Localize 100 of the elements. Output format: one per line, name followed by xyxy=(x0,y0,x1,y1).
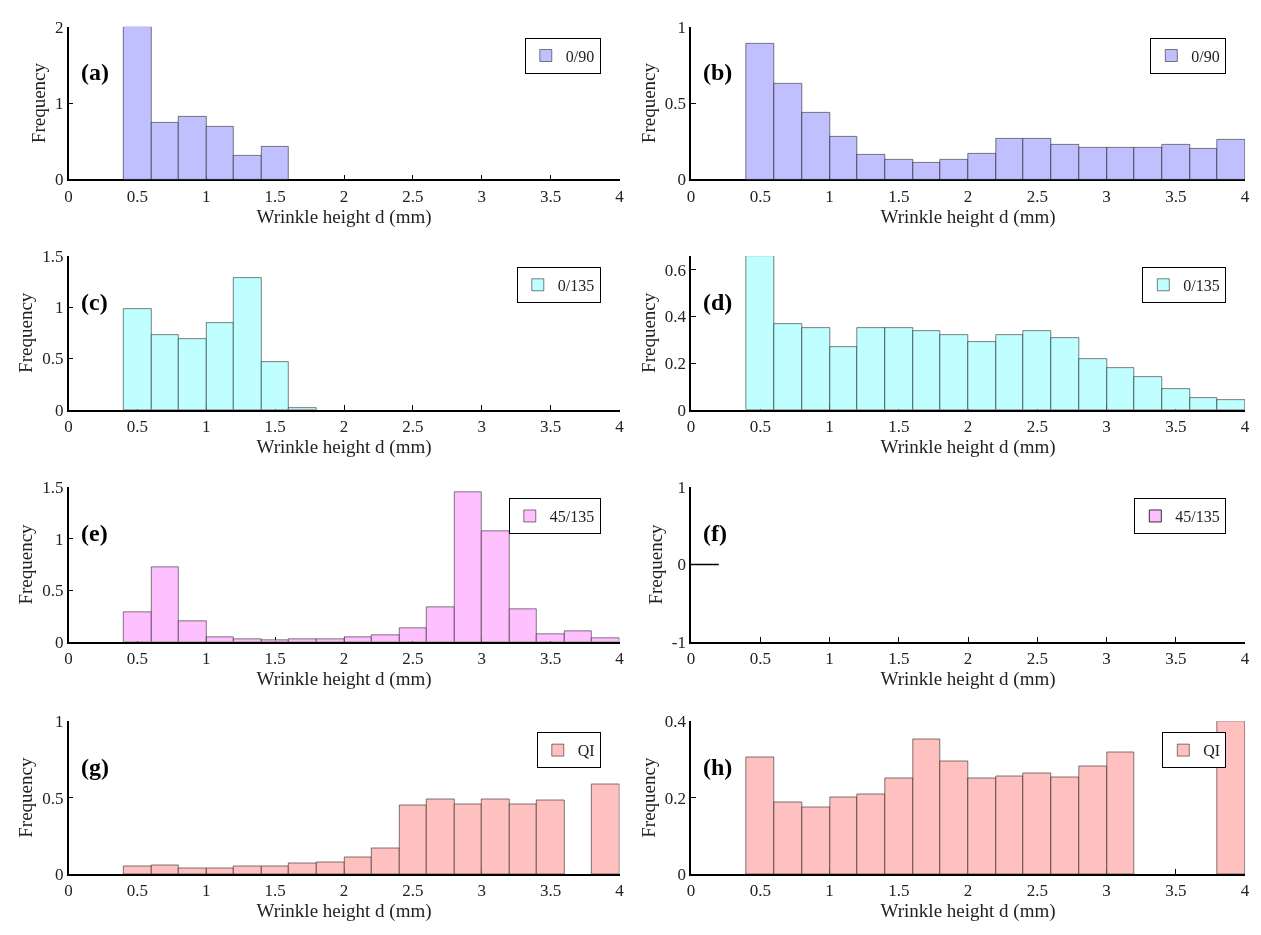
y-tick-label: 1 xyxy=(677,17,686,37)
x-tick-label: 1 xyxy=(825,186,834,206)
y-tick-label: 0 xyxy=(54,400,64,420)
y-tick-label: -1 xyxy=(671,632,686,652)
y-tick-label: 0 xyxy=(54,170,64,190)
y-tick-label: 0 xyxy=(677,400,686,420)
x-tick-label: 1.5 xyxy=(888,416,910,436)
x-tick-label: 2.5 xyxy=(402,881,424,901)
x-tick-label: 2 xyxy=(963,186,973,206)
x-tick-label: 2 xyxy=(339,186,349,206)
x-tick-label: 2 xyxy=(339,416,349,436)
x-tick-label: 4 xyxy=(1240,649,1250,669)
y-axis-title: Frequency xyxy=(15,523,37,605)
x-axis-title: Wrinkle height d (mm) xyxy=(880,435,1056,458)
y-tick-label: 0.2 xyxy=(664,788,686,808)
text: (f) xyxy=(703,520,727,546)
text: (h) xyxy=(703,754,733,780)
x-tick-label: 1.5 xyxy=(888,649,910,669)
x-axis-title: Wrinkle height d (mm) xyxy=(256,900,432,923)
x-tick-label: 2.5 xyxy=(402,186,424,206)
x-axis-title: Wrinkle height d (mm) xyxy=(256,668,432,691)
x-tick-label: 4 xyxy=(615,186,625,206)
y-tick-label: 1 xyxy=(54,298,64,318)
x-axis-title: Wrinkle height d (mm) xyxy=(880,900,1056,923)
y-axis-title: Frequency xyxy=(15,757,37,838)
y-tick-label: 0.4 xyxy=(664,307,687,327)
y-tick-label: 0.5 xyxy=(42,581,64,601)
y-tick-label: 1 xyxy=(54,529,64,549)
x-tick-label: 1 xyxy=(825,416,834,436)
x-tick-label: 0.5 xyxy=(126,649,149,669)
text: (g) xyxy=(81,754,109,780)
x-tick-label: 0.5 xyxy=(126,881,149,901)
x-tick-label: 2.5 xyxy=(1026,649,1048,669)
x-tick-label: 3.5 xyxy=(540,416,562,436)
text: (b) xyxy=(703,59,733,85)
x-tick-label: 1 xyxy=(202,186,211,206)
x-tick-label: 1.5 xyxy=(264,416,286,436)
legend-label: 0/90 xyxy=(1191,47,1220,65)
x-tick-label: 3.5 xyxy=(540,649,562,669)
x-tick-label: 1.5 xyxy=(264,649,286,669)
y-tick-label: 0 xyxy=(677,865,686,885)
x-tick-label: 0.5 xyxy=(749,881,771,901)
x-tick-label: 1 xyxy=(825,881,834,901)
text: (d) xyxy=(703,289,733,315)
x-tick-label: 3.5 xyxy=(1165,649,1187,669)
x-tick-label: 3 xyxy=(1102,881,1111,901)
y-tick-label: 0 xyxy=(677,170,686,190)
legend-label: 0/90 xyxy=(565,47,595,65)
x-tick-label: 1 xyxy=(202,649,211,669)
x-tick-label: 2.5 xyxy=(1026,186,1048,206)
x-axis-title: Wrinkle height d (mm) xyxy=(256,435,432,458)
x-tick-label: 1.5 xyxy=(888,186,910,206)
legend-label: 45/135 xyxy=(1175,508,1220,526)
legend-label: 45/135 xyxy=(549,508,595,526)
x-tick-label: 3.5 xyxy=(1165,416,1187,436)
x-tick-label: 4 xyxy=(615,416,625,436)
x-tick-label: 2 xyxy=(963,416,973,436)
y-tick-label: 0.6 xyxy=(664,260,686,280)
y-tick-label: 1 xyxy=(54,712,64,732)
y-tick-label: 2 xyxy=(54,17,64,37)
x-tick-label: 3.5 xyxy=(540,186,562,206)
x-tick-label: 3 xyxy=(477,649,487,669)
x-tick-label: 2.5 xyxy=(402,649,424,669)
x-tick-label: 3.5 xyxy=(1165,881,1187,901)
x-tick-label: 2.5 xyxy=(1026,881,1048,901)
x-tick-label: 3 xyxy=(1102,186,1111,206)
y-tick-label: 0 xyxy=(54,865,64,885)
y-axis-title: Frequency xyxy=(638,757,660,838)
x-tick-label: 3 xyxy=(1102,649,1111,669)
y-tick-label: 0 xyxy=(54,632,64,652)
y-axis-title: Frequency xyxy=(645,523,667,605)
x-tick-label: 0.5 xyxy=(749,649,771,669)
y-axis-title: Frequency xyxy=(15,292,37,373)
legend-label: QI xyxy=(1203,742,1221,760)
y-tick-label: 0.4 xyxy=(664,712,687,732)
legend-label: QI xyxy=(577,742,595,760)
y-tick-label: 0.5 xyxy=(42,349,64,369)
x-tick-label: 2.5 xyxy=(1026,416,1048,436)
x-tick-label: 2 xyxy=(963,649,973,669)
x-tick-label: 2 xyxy=(339,649,349,669)
x-tick-label: 3 xyxy=(1102,416,1111,436)
y-axis-title: Frequency xyxy=(638,292,660,373)
y-axis-title: Frequency xyxy=(638,62,660,144)
x-tick-label: 3.5 xyxy=(540,881,562,901)
x-tick-label: 1 xyxy=(202,881,211,901)
x-tick-label: 3 xyxy=(477,416,487,436)
x-tick-label: 0.5 xyxy=(749,416,771,436)
y-axis-title: Frequency xyxy=(28,62,50,144)
y-tick-label: 1.5 xyxy=(42,478,64,498)
x-tick-label: 2 xyxy=(339,881,349,901)
x-tick-label: 0.5 xyxy=(126,186,149,206)
x-tick-label: 2 xyxy=(963,881,973,901)
legend-label: 0/135 xyxy=(1183,277,1220,295)
x-axis-title: Wrinkle height d (mm) xyxy=(256,205,432,228)
y-tick-label: 0 xyxy=(677,555,686,575)
x-tick-label: 3 xyxy=(477,881,487,901)
x-tick-label: 2.5 xyxy=(402,416,424,436)
x-tick-label: 4 xyxy=(1240,881,1250,901)
x-tick-label: 1.5 xyxy=(888,881,910,901)
x-tick-label: 4 xyxy=(615,649,625,669)
